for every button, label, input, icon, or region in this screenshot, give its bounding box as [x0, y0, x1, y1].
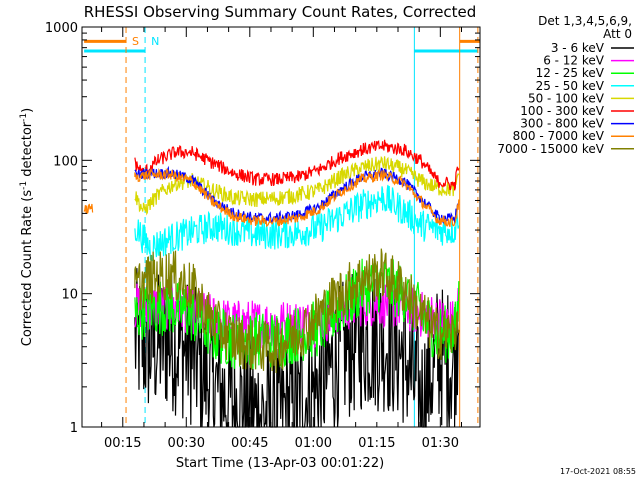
series-line-5	[134, 139, 460, 191]
y-tick-label: 10	[61, 288, 78, 303]
legend-label: 7000 - 15000 keV	[497, 142, 604, 156]
legend-label: 25 - 50 keV	[536, 79, 605, 93]
plot-frame	[81, 26, 481, 428]
y-axis-label: Corrected Count Rate (s-1 detector-1)	[19, 108, 35, 346]
x-axis-label: Start Time (13-Apr-03 00:01:22)	[176, 456, 384, 471]
legend-label: 6 - 12 keV	[543, 54, 605, 68]
x-tick-label: 00:15	[104, 436, 141, 451]
legend-title-line-2: Att 0	[603, 27, 632, 41]
legend-title-line-1: Det 1,3,4,5,6,9,	[538, 14, 632, 28]
legend-label: 800 - 7000 keV	[513, 129, 605, 143]
x-tick-label: 01:00	[295, 436, 332, 451]
x-tick-label: 00:30	[168, 436, 205, 451]
series-line-7	[83, 167, 460, 228]
y-tick-label: 100	[53, 154, 78, 169]
legend-label: 12 - 25 keV	[536, 66, 605, 80]
legend-label: 50 - 100 keV	[528, 91, 605, 105]
chart-title: RHESSI Observing Summary Count Rates, Co…	[84, 3, 477, 21]
y-tick-label: 1	[70, 421, 78, 436]
y-tick-label: 1000	[45, 21, 78, 36]
series-line-3	[134, 184, 460, 262]
legend-label: 100 - 300 keV	[520, 104, 604, 118]
marker-label-0: S	[132, 35, 139, 48]
x-axis-ticks: 00:15 00:30 00:45 01:00 01:15 01:30	[101, 27, 462, 451]
x-tick-label: 00:45	[231, 436, 268, 451]
attenuator-bars	[84, 39, 480, 53]
x-tick-label: 01:15	[358, 436, 395, 451]
generation-timestamp: 17-Oct-2021 08:55	[560, 467, 636, 476]
legend-label: 300 - 800 keV	[520, 117, 604, 131]
y-axis-ticks: 1 10 100 1000	[45, 21, 480, 436]
x-tick-label: 01:30	[422, 436, 459, 451]
series-lines	[83, 139, 460, 429]
legend-label: 3 - 6 keV	[551, 41, 605, 55]
marker-label-1: N	[151, 35, 159, 48]
series-line-8	[134, 248, 460, 374]
